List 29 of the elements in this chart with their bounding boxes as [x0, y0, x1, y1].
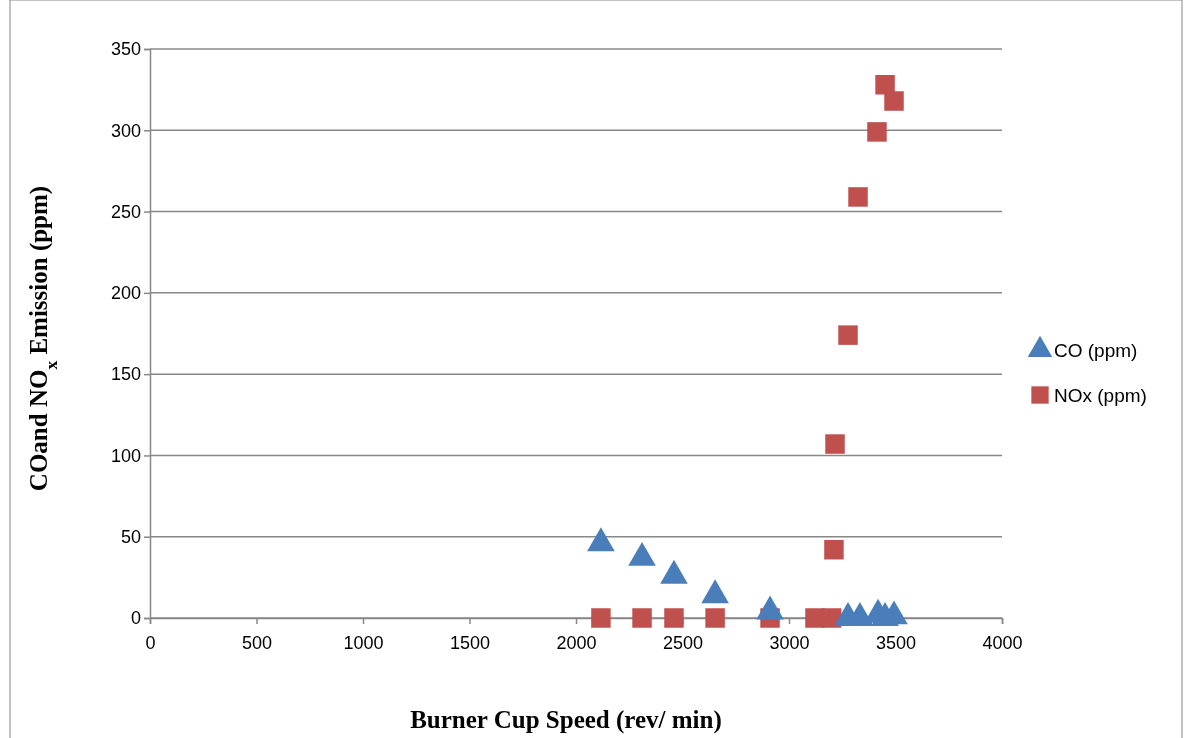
x-tick-label: 3000: [769, 632, 810, 653]
x-axis-title: Burner Cup Speed (rev/ min): [410, 706, 722, 734]
point: [756, 595, 784, 620]
x-tick-label: 1500: [449, 632, 491, 653]
point: [867, 122, 887, 142]
y-tick-label: 150: [110, 364, 141, 385]
legend-label: CO (ppm): [1054, 340, 1138, 361]
x-tick-label: 2000: [556, 632, 597, 653]
x-tick-label: 4000: [982, 632, 1023, 653]
x-tick-label: 2500: [662, 632, 704, 653]
y-tick-label: 50: [120, 526, 141, 547]
y-tick-label: 300: [110, 120, 141, 141]
point: [628, 541, 656, 566]
point: [660, 559, 688, 584]
x-tick-label: 500: [241, 632, 273, 653]
point: [848, 187, 868, 207]
y-tick-label: 100: [110, 445, 141, 466]
point: [838, 325, 858, 345]
point: [701, 579, 729, 604]
y-tick-label: 200: [110, 283, 141, 304]
y-tick-label: 0: [130, 608, 141, 629]
y-tick-label: 350: [110, 39, 141, 60]
legend-label: NOx (ppm): [1054, 385, 1147, 406]
point: [587, 527, 615, 552]
x-tick-label: 3500: [875, 632, 917, 653]
x-tick-label: 1000: [343, 632, 384, 653]
y-tick-label: 250: [110, 201, 141, 222]
point: [884, 91, 904, 111]
x-tick-label: 0: [145, 632, 156, 653]
